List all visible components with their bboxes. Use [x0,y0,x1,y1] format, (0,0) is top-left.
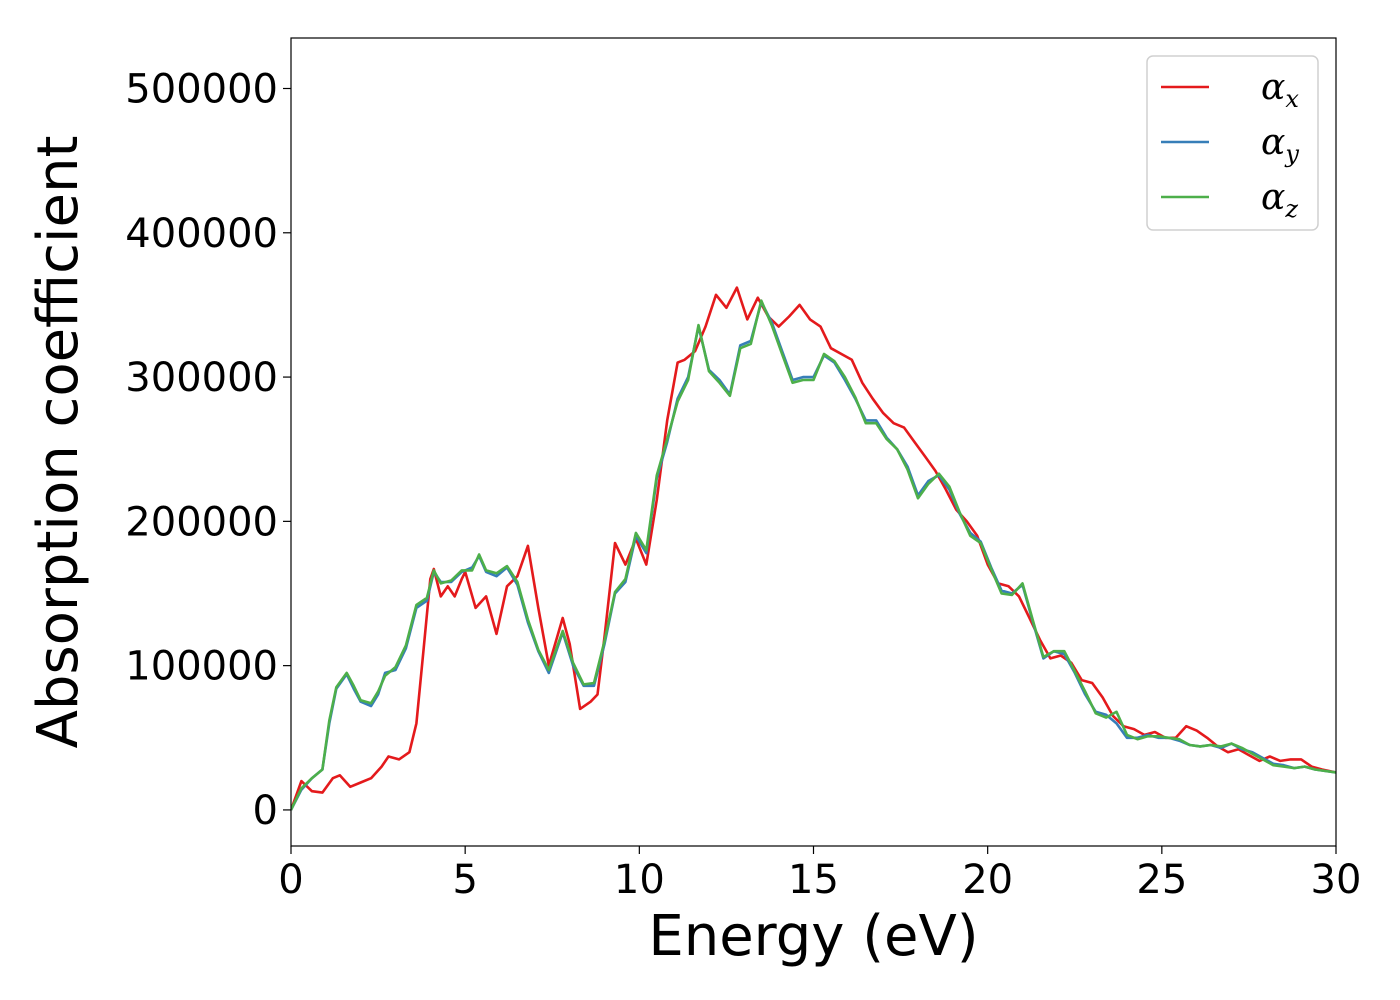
y-axis-title: Absorption coefficient [26,136,91,749]
series-line-z [291,299,1336,811]
x-tick-label: 5 [452,857,477,903]
series-line-x [291,286,1336,811]
x-tick-label: 25 [1136,857,1187,903]
ticks-layer: 0 5 10 15 20 25 30 0 100000 200000 300000 400000 500… [125,67,1361,904]
y-tick-label: 300000 [125,355,278,401]
legend-label-y: αy [1261,122,1299,168]
x-axis-title: Energy (eV) [648,904,978,969]
y-tick-label: 500000 [125,67,278,113]
legend-box [1146,55,1319,231]
legend: αx αy αz [1146,55,1319,231]
series-layer [291,286,1336,811]
y-tick-label: 200000 [125,499,278,545]
legend-label-x: αx [1261,67,1299,113]
y-tick-label: 100000 [125,644,278,690]
x-tick-label: 10 [614,857,665,903]
y-tick-label: 400000 [125,211,278,257]
x-tick-label: 15 [788,857,839,903]
x-tick-label: 0 [278,857,303,903]
x-tick-label: 20 [962,857,1013,903]
y-tick-label: 0 [253,788,278,834]
x-tick-label: 30 [1311,857,1362,903]
legend-label-z: αz [1261,177,1298,223]
